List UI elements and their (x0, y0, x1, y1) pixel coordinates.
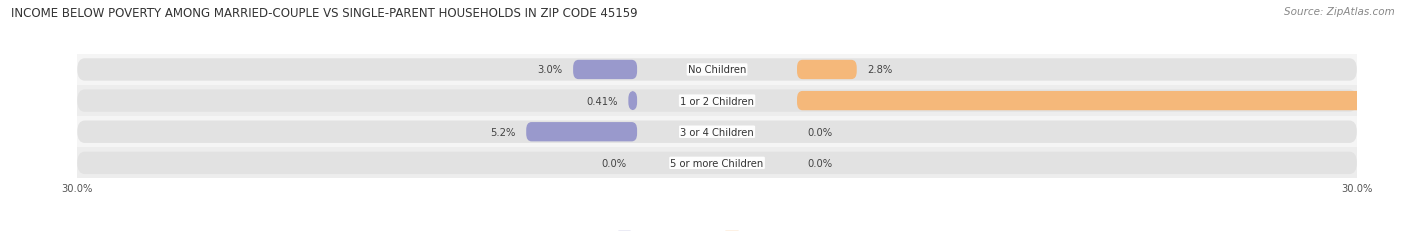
Bar (77, 148, 1357, 179)
FancyBboxPatch shape (77, 121, 1357, 143)
FancyBboxPatch shape (77, 59, 1357, 81)
Text: 0.0%: 0.0% (602, 158, 627, 168)
Legend: Married Couples, Single Parents: Married Couples, Single Parents (613, 227, 821, 231)
Text: 3 or 4 Children: 3 or 4 Children (681, 127, 754, 137)
Text: INCOME BELOW POVERTY AMONG MARRIED-COUPLE VS SINGLE-PARENT HOUSEHOLDS IN ZIP COD: INCOME BELOW POVERTY AMONG MARRIED-COUPL… (11, 7, 638, 20)
Bar (77, 86, 1357, 117)
Text: 5 or more Children: 5 or more Children (671, 158, 763, 168)
FancyBboxPatch shape (526, 122, 637, 142)
Text: 0.0%: 0.0% (807, 158, 832, 168)
Bar (77, 55, 1357, 86)
Bar (77, 117, 1357, 148)
Text: 0.0%: 0.0% (807, 127, 832, 137)
Text: 0.41%: 0.41% (586, 96, 617, 106)
FancyBboxPatch shape (797, 61, 856, 80)
Text: 1 or 2 Children: 1 or 2 Children (681, 96, 754, 106)
FancyBboxPatch shape (797, 91, 1406, 111)
FancyBboxPatch shape (574, 61, 637, 80)
Text: No Children: No Children (688, 65, 747, 75)
Text: 2.8%: 2.8% (868, 65, 893, 75)
FancyBboxPatch shape (628, 91, 637, 111)
Text: 3.0%: 3.0% (537, 65, 562, 75)
FancyBboxPatch shape (77, 152, 1357, 174)
FancyBboxPatch shape (77, 90, 1357, 112)
Text: 5.2%: 5.2% (491, 127, 516, 137)
Text: Source: ZipAtlas.com: Source: ZipAtlas.com (1284, 7, 1395, 17)
